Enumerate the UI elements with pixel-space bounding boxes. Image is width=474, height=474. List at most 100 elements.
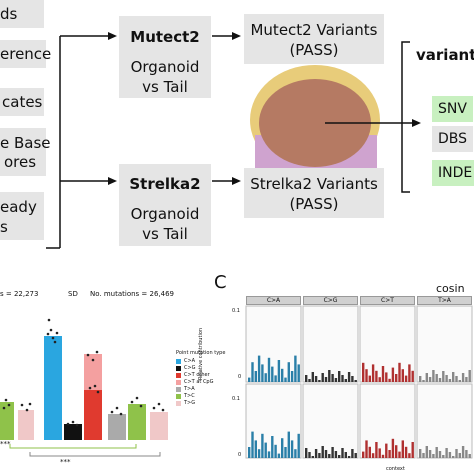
panel-c-letter: C xyxy=(214,272,227,293)
profile-bar xyxy=(347,372,351,382)
bar-tg xyxy=(150,412,168,440)
profile-bar xyxy=(261,433,264,458)
strelka-subtitle-1: Organoid xyxy=(130,205,200,223)
strelka-variants-box xyxy=(244,168,384,218)
profile-bar xyxy=(401,369,404,382)
facet-strip: C>G xyxy=(303,296,358,305)
profile-bar xyxy=(461,446,465,458)
sig-bracket-green xyxy=(9,444,137,449)
input-label-4a: e Base xyxy=(0,134,51,152)
profile-bar xyxy=(465,450,468,458)
profile-bar xyxy=(271,366,274,382)
profile-bar xyxy=(344,379,347,382)
bar-tc xyxy=(128,404,146,440)
tick-top-0: 0 xyxy=(238,374,242,380)
profile-bar xyxy=(264,373,267,382)
panel-c-x-label: context xyxy=(386,466,405,472)
profile-bar xyxy=(254,371,257,382)
profile-bar xyxy=(432,370,435,382)
profile-bar xyxy=(461,373,465,382)
profile-bar xyxy=(448,452,452,458)
profile-bar xyxy=(351,449,354,458)
profile-bar xyxy=(398,451,401,458)
profile-bar xyxy=(385,372,388,382)
profile-bar xyxy=(338,371,341,382)
profile-bar xyxy=(445,375,448,382)
profile-bar xyxy=(311,372,314,382)
profile-bar xyxy=(395,374,398,382)
profile-bar xyxy=(284,447,287,458)
profile-bar xyxy=(277,453,281,458)
profile-bar xyxy=(442,371,445,382)
profile-bar xyxy=(264,442,267,458)
profile-bar xyxy=(311,456,314,458)
profile-bar xyxy=(448,379,452,382)
profile-bar xyxy=(425,446,428,458)
input-label-2: erence xyxy=(0,45,52,63)
profile-bar xyxy=(458,453,461,458)
facet-panel xyxy=(416,305,473,383)
profile-bar xyxy=(378,448,381,458)
profile-bar xyxy=(257,449,261,458)
profile-bar xyxy=(284,377,287,382)
profile-bar xyxy=(318,453,321,458)
bar-tc-left xyxy=(0,402,14,440)
output-indel-chip: INDE xyxy=(432,160,474,186)
profile-bar xyxy=(428,377,432,382)
profile-bar xyxy=(419,376,422,382)
bar-cg xyxy=(64,424,82,440)
profile-bar xyxy=(381,366,385,382)
profile-bar xyxy=(391,438,395,458)
facet-panel xyxy=(302,305,359,383)
profile-bar xyxy=(395,445,398,458)
profile-bar xyxy=(347,456,351,458)
profile-bar xyxy=(331,447,334,458)
profile-bar xyxy=(328,454,331,458)
strelka-box xyxy=(119,164,211,246)
profile-bar xyxy=(401,440,404,458)
profile-bar xyxy=(438,451,442,458)
profile-bar xyxy=(334,451,338,458)
facet-strip: C>T xyxy=(360,296,415,305)
profile-bar xyxy=(435,447,438,458)
bar-ct-cpg xyxy=(84,354,102,390)
profile-bar xyxy=(455,449,458,458)
strelka-variants-line2: (PASS) xyxy=(289,195,339,213)
profile-bar xyxy=(362,451,365,458)
facet-panel xyxy=(359,305,416,383)
dot-cloud xyxy=(2,318,165,427)
profile-bar xyxy=(465,377,468,382)
profile-bar xyxy=(341,375,344,382)
profile-bar xyxy=(404,375,408,382)
profile-bar xyxy=(432,454,435,458)
profile-bar xyxy=(391,367,395,382)
profile-bar xyxy=(362,362,365,382)
profile-bar xyxy=(375,442,378,458)
facet-panel xyxy=(416,383,473,459)
profile-bar xyxy=(321,446,324,458)
strelka-title: Strelka2 xyxy=(129,175,201,193)
profile-bar xyxy=(271,436,274,458)
input-box-4 xyxy=(0,128,46,176)
output-title: variant xyxy=(416,46,474,64)
strelka-subtitle-2: vs Tail xyxy=(142,225,188,243)
mutect-subtitle-1: Organoid xyxy=(130,58,200,76)
profile-bar xyxy=(371,364,375,382)
profile-bar xyxy=(422,380,425,382)
profile-bar xyxy=(438,378,442,382)
panel-c-title: cosin xyxy=(436,282,465,295)
profile-bar xyxy=(305,375,308,382)
mutect-variants-line1: Mutect2 Variants xyxy=(250,21,378,39)
profile-bar xyxy=(468,454,471,458)
profile-bar xyxy=(411,370,414,382)
input-label-5b: s xyxy=(0,218,8,236)
profile-bar xyxy=(248,447,251,458)
mutect-box xyxy=(119,16,211,98)
profile-bar xyxy=(261,364,264,382)
tick-bottom-1: 0.1 xyxy=(232,396,240,402)
profile-bar xyxy=(404,446,408,458)
profile-bar xyxy=(324,450,328,458)
profile-bar xyxy=(341,448,344,458)
profile-bar xyxy=(248,377,251,382)
facet-panel xyxy=(302,383,359,459)
